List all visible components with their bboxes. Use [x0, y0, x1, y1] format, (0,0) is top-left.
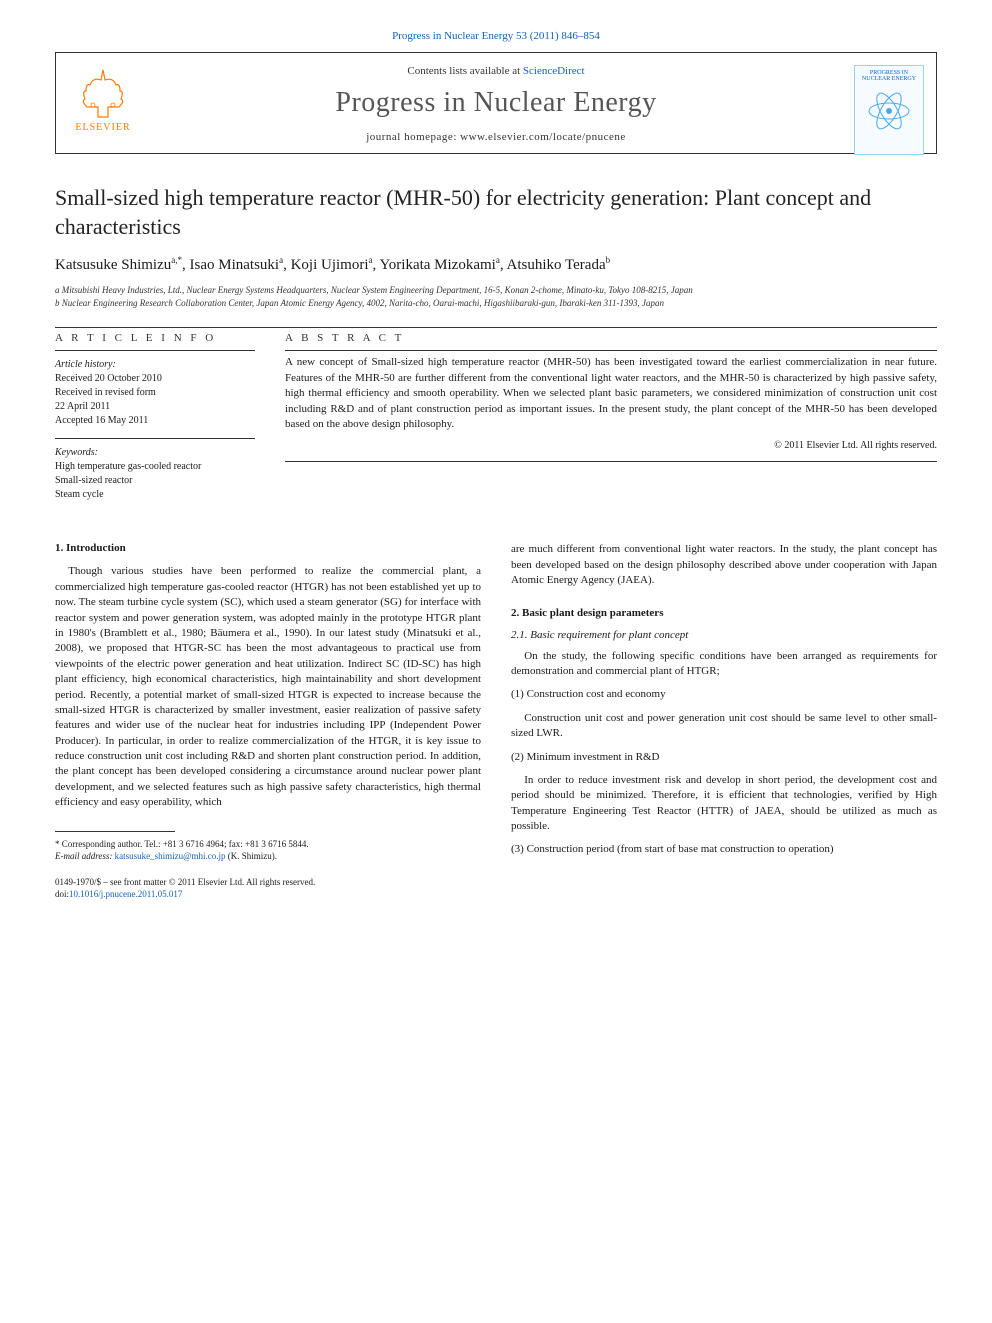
- journal-homepage-line: journal homepage: www.elsevier.com/locat…: [56, 131, 936, 143]
- history-line: Accepted 16 May 2011: [55, 414, 255, 428]
- author-mark: b: [606, 255, 611, 265]
- rule: [285, 350, 937, 351]
- elsevier-tree-icon: [78, 65, 128, 120]
- body-paragraph: Though various studies have been perform…: [55, 564, 481, 810]
- abstract-text: A new concept of Small-sized high temper…: [285, 355, 937, 432]
- affiliation: b Nuclear Engineering Research Collabora…: [55, 297, 937, 310]
- history-line: 22 April 2011: [55, 400, 255, 414]
- cover-title: PROGRESS IN NUCLEAR ENERGY: [859, 70, 919, 82]
- article-history-heading: Article history:: [55, 359, 255, 370]
- body-paragraph: are much different from conventional lig…: [511, 542, 937, 588]
- affiliations: a Mitsubishi Heavy Industries, Ltd., Nuc…: [55, 284, 937, 309]
- journal-cover-thumbnail: PROGRESS IN NUCLEAR ENERGY: [854, 65, 924, 155]
- author: Katsusuke Shimizu: [55, 257, 171, 273]
- info-abstract-row: A R T I C L E I N F O Article history: R…: [55, 332, 937, 502]
- history-line: Received in revised form: [55, 386, 255, 400]
- author-mark: a: [496, 255, 500, 265]
- author-mark: a: [279, 255, 283, 265]
- publisher-name: ELSEVIER: [75, 122, 130, 133]
- atom-icon: [864, 86, 914, 136]
- right-column: are much different from conventional lig…: [511, 542, 937, 900]
- list-item-label: (3) Construction period (from start of b…: [511, 842, 937, 857]
- abstract-copyright: © 2011 Elsevier Ltd. All rights reserved…: [285, 440, 937, 451]
- subsection-heading: 2.1. Basic requirement for plant concept: [511, 629, 937, 641]
- corresponding-author-note: * Corresponding author. Tel.: +81 3 6716…: [55, 838, 481, 851]
- author: Atsuhiko Terada: [507, 257, 606, 273]
- article-info-heading: A R T I C L E I N F O: [55, 332, 255, 344]
- author: Yorikata Mizokami: [379, 257, 495, 273]
- list-item-text: In order to reduce investment risk and d…: [511, 773, 937, 835]
- citation-link[interactable]: Progress in Nuclear Energy 53 (2011) 846…: [392, 30, 600, 42]
- rule: [55, 438, 255, 439]
- list-item-label: (1) Construction cost and economy: [511, 687, 937, 702]
- rule: [55, 350, 255, 351]
- keyword: High temperature gas-cooled reactor: [55, 460, 255, 474]
- keyword: Small-sized reactor: [55, 474, 255, 488]
- article-title: Small-sized high temperature reactor (MH…: [55, 184, 937, 241]
- author: Koji Ujimori: [291, 257, 369, 273]
- section-heading: 1. Introduction: [55, 542, 481, 554]
- sciencedirect-link[interactable]: ScienceDirect: [523, 65, 585, 77]
- masthead-citation: Progress in Nuclear Energy 53 (2011) 846…: [55, 30, 937, 42]
- author-mark: a: [369, 255, 373, 265]
- keywords-heading: Keywords:: [55, 447, 255, 458]
- authors-line: Katsusuke Shimizua,*, Isao Minatsukia, K…: [55, 255, 937, 274]
- affiliation: a Mitsubishi Heavy Industries, Ltd., Nuc…: [55, 284, 937, 297]
- publisher-logo: ELSEVIER: [68, 65, 138, 145]
- contents-available-line: Contents lists available at ScienceDirec…: [56, 65, 936, 77]
- abstract-heading: A B S T R A C T: [285, 332, 937, 344]
- keyword: Steam cycle: [55, 488, 255, 502]
- list-item-label: (2) Minimum investment in R&D: [511, 750, 937, 765]
- front-matter-line: 0149-1970/$ – see front matter © 2011 El…: [55, 877, 481, 889]
- footer-meta: 0149-1970/$ – see front matter © 2011 El…: [55, 877, 481, 900]
- body-paragraph: On the study, the following specific con…: [511, 649, 937, 680]
- author: Isao Minatsuki: [190, 257, 280, 273]
- journal-homepage-url: www.elsevier.com/locate/pnucene: [460, 131, 626, 143]
- article-info-block: A R T I C L E I N F O Article history: R…: [55, 332, 255, 502]
- email-line: E-mail address: katsusuke_shimizu@mhi.co…: [55, 850, 481, 863]
- doi-line: doi:10.1016/j.pnucene.2011.05.017: [55, 889, 481, 901]
- body-columns: 1. Introduction Though various studies h…: [55, 542, 937, 900]
- author-mark: a,*: [171, 255, 182, 265]
- footnotes: * Corresponding author. Tel.: +81 3 6716…: [55, 838, 481, 863]
- rule: [285, 461, 937, 462]
- doi-link[interactable]: 10.1016/j.pnucene.2011.05.017: [69, 889, 182, 899]
- journal-name: Progress in Nuclear Energy: [56, 87, 936, 119]
- history-line: Received 20 October 2010: [55, 372, 255, 386]
- left-column: 1. Introduction Though various studies h…: [55, 542, 481, 900]
- abstract-block: A B S T R A C T A new concept of Small-s…: [285, 332, 937, 502]
- footnote-rule: [55, 831, 175, 832]
- list-item-text: Construction unit cost and power generat…: [511, 711, 937, 742]
- masthead: ELSEVIER PROGRESS IN NUCLEAR ENERGY Cont…: [55, 52, 937, 154]
- rule: [55, 327, 937, 328]
- author-email-link[interactable]: katsusuke_shimizu@mhi.co.jp: [115, 851, 226, 861]
- section-heading: 2. Basic plant design parameters: [511, 607, 937, 619]
